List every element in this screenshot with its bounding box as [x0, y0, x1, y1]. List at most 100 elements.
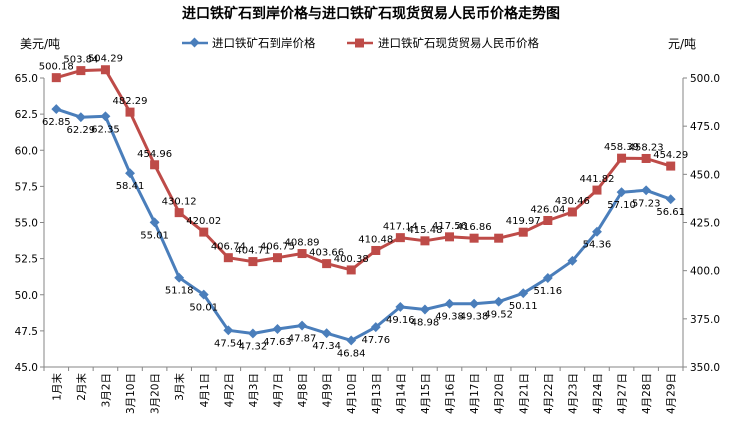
data-point	[149, 217, 160, 228]
legend-label-series-2: 进口铁矿石现货贸易人民币价格	[378, 36, 539, 50]
data-label: 454.29	[653, 150, 688, 161]
data-label: 47.76	[361, 335, 390, 346]
data-point	[445, 232, 455, 242]
x-tick-label: 4月9日	[322, 373, 334, 407]
data-label: 47.87	[288, 334, 317, 345]
data-label: 458.39	[604, 142, 639, 153]
data-label: 49.38	[460, 312, 489, 323]
data-point	[223, 325, 234, 336]
data-label: 49.16	[386, 315, 415, 326]
x-tick-label: 4月24日	[592, 373, 604, 414]
data-point	[198, 289, 209, 300]
data-label: 62.29	[67, 125, 96, 136]
data-label: 46.84	[337, 348, 366, 359]
x-tick-label: 1月末	[50, 373, 63, 401]
data-label: 51.18	[165, 286, 194, 297]
data-label: 57.23	[632, 198, 661, 209]
data-point	[75, 112, 86, 123]
left-tick-label: 57.5	[15, 181, 38, 193]
data-label: 420.02	[186, 216, 221, 227]
data-label: 62.35	[91, 124, 120, 135]
data-point	[616, 187, 627, 198]
data-point	[223, 253, 233, 263]
x-tick-label: 4月7日	[272, 373, 284, 407]
data-label: 57.10	[607, 200, 636, 211]
data-label: 50.01	[189, 303, 218, 314]
data-label: 415.48	[407, 225, 442, 236]
data-point	[469, 233, 479, 243]
data-point	[542, 273, 553, 283]
right-tick-label: 450.0	[690, 169, 720, 181]
left-tick-label: 47.5	[15, 326, 38, 338]
data-label: 410.48	[358, 234, 393, 245]
data-point	[518, 288, 529, 299]
x-tick-label: 4月28日	[641, 373, 653, 414]
data-point	[100, 111, 111, 122]
legend-item-series-2: 进口铁矿石现货贸易人民币价格	[347, 36, 539, 50]
data-label: 430.12	[162, 197, 197, 208]
x-tick-label: 4月20日	[494, 373, 506, 414]
data-label: 500.18	[39, 62, 74, 73]
data-point	[248, 257, 258, 267]
x-tick-label: 4月17日	[469, 373, 481, 414]
data-label: 417.14	[383, 222, 418, 233]
data-point	[150, 160, 160, 170]
data-point	[297, 320, 308, 331]
x-tick-label: 4月3日	[248, 373, 260, 407]
data-label: 482.29	[113, 96, 148, 107]
x-tick-label: 4月8日	[297, 373, 309, 407]
series-line-1	[55, 107, 672, 342]
x-tick-label: 4月16日	[445, 373, 457, 414]
data-point	[444, 298, 455, 309]
left-tick-label: 62.5	[15, 109, 38, 121]
right-tick-label: 350.0	[690, 362, 720, 374]
data-label: 50.11	[509, 301, 538, 312]
right-tick-label: 425.0	[690, 218, 720, 230]
data-label: 55.01	[140, 230, 169, 241]
data-label: 503.84	[63, 55, 98, 66]
data-point	[493, 296, 504, 307]
left-tick-label: 52.5	[15, 254, 38, 266]
data-label: 47.54	[214, 338, 243, 349]
x-tick-label: 4月23日	[567, 373, 579, 414]
data-label: 426.04	[530, 204, 565, 215]
left-tick-label: 60.0	[15, 145, 38, 157]
data-point	[100, 65, 110, 75]
data-point	[641, 185, 652, 196]
markers	[51, 65, 676, 346]
data-label: 430.46	[555, 196, 590, 207]
data-point	[51, 73, 61, 83]
data-point	[592, 185, 602, 195]
data-point	[665, 194, 676, 205]
legend-item-series-1: 进口铁矿石到岸价格	[182, 36, 316, 50]
x-tick-label: 4月10日	[346, 373, 358, 414]
data-point	[76, 66, 86, 76]
data-label: 58.41	[116, 181, 145, 192]
x-tick-label: 3月末	[173, 373, 186, 401]
data-point	[322, 259, 332, 269]
data-point	[125, 168, 135, 179]
data-label: 404.71	[235, 246, 270, 257]
data-point	[346, 265, 356, 275]
data-label: 49.52	[484, 310, 513, 321]
data-point	[199, 227, 209, 237]
data-point	[395, 233, 405, 243]
data-point	[567, 207, 577, 217]
data-label: 416.86	[457, 222, 492, 233]
chart-title: 进口铁矿石到岸价格与进口铁矿石现货贸易人民币价格走势图	[182, 5, 560, 22]
x-tick-label: 3月10日	[125, 373, 137, 414]
data-point	[420, 236, 430, 246]
data-point	[518, 227, 528, 237]
data-point	[419, 304, 430, 315]
data-point	[297, 249, 307, 259]
data-label: 56.61	[656, 207, 685, 218]
data-label: 504.29	[88, 54, 123, 65]
right-tick-label: 500.0	[690, 73, 720, 85]
data-label: 417.56	[432, 221, 467, 232]
data-point	[469, 298, 480, 309]
data-label: 419.97	[506, 216, 541, 227]
axes: 45.0 47.5 50.0 52.5 55.0 57.5 60.0 62.5 65.0 350.…	[15, 73, 720, 414]
data-label: 47.32	[239, 341, 268, 352]
x-tick-label: 4月15日	[420, 373, 432, 414]
